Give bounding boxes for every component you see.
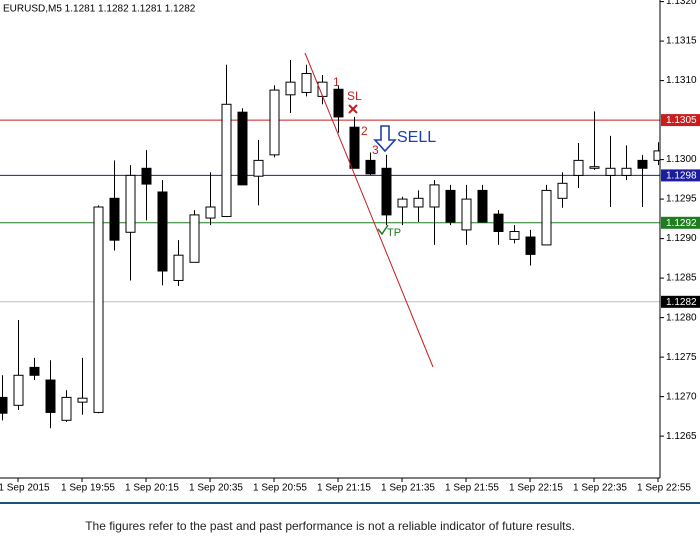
y-tick-label: 1.1310 [666, 75, 697, 86]
candle-body [141, 167, 152, 185]
candle-body [29, 366, 40, 376]
candle-body [605, 167, 616, 176]
disclaimer: The figures refer to the past and past p… [85, 519, 575, 533]
x-tick-label: 1 Sep 21:15 [317, 483, 371, 494]
y-tick-label: 1.1275 [666, 352, 697, 363]
candle-body [365, 159, 376, 175]
sell-arrow [373, 125, 397, 153]
stop-loss-mark [348, 104, 358, 114]
candle-body [557, 182, 568, 199]
candle-body [413, 197, 424, 208]
level-tag [661, 114, 700, 127]
candle-body [125, 174, 136, 233]
level-label: 1.1292 [666, 218, 697, 229]
candle-body [445, 189, 456, 223]
candle-body [269, 89, 280, 156]
x-tick-label: 1 Sep 21:55 [445, 483, 499, 494]
candle-body [477, 189, 488, 223]
candle-body [397, 198, 408, 208]
candle-body [61, 396, 72, 421]
candle-body [349, 126, 360, 169]
candle-body [573, 159, 584, 176]
candle-body [525, 236, 536, 255]
candle-body [493, 213, 504, 232]
candle-body [637, 159, 648, 169]
candle-body [653, 150, 660, 161]
candle-body [301, 72, 312, 93]
x-tick-label: 1 Sep 21:35 [381, 483, 435, 494]
x-tick-label: 1 Sep 20:35 [189, 483, 243, 494]
candle-body [381, 167, 392, 216]
candle-body [509, 230, 520, 240]
take-profit-label: TP [387, 227, 401, 239]
x-tick-label: 1 Sep 22:55 [637, 483, 691, 494]
x-tick-label: 1 Sep 22:35 [573, 483, 627, 494]
candle-body [461, 198, 472, 231]
y-tick-label: 1.1270 [666, 391, 697, 402]
y-tick-label: 1.1295 [666, 194, 697, 205]
candle-body [237, 111, 248, 186]
candle-body [621, 167, 632, 176]
candle-body [589, 166, 600, 169]
candle-body [189, 214, 200, 263]
y-tick-label: 1.1280 [666, 312, 697, 323]
candle-body [285, 81, 296, 96]
candle-body [13, 374, 24, 406]
step-label: 1 [333, 75, 340, 89]
y-tick-label: 1.1265 [666, 431, 697, 442]
level-label: 1.1305 [666, 115, 697, 126]
candle-body [93, 206, 104, 413]
candle-body [221, 103, 232, 217]
level-label: 1.1282 [666, 297, 697, 308]
y-tick-label: 1.1320 [666, 0, 697, 7]
candle-body [333, 88, 344, 118]
candle-body [77, 397, 88, 403]
level-label: 1.1298 [666, 171, 697, 182]
candle-body [173, 254, 184, 281]
plot-area [0, 60, 660, 429]
y-tick-label: 1.1290 [666, 233, 697, 244]
sell-label: SELL [397, 129, 436, 146]
x-tick-label: 1 Sep 20:15 [125, 483, 179, 494]
candle-body [205, 206, 216, 219]
candle-body [157, 191, 168, 272]
y-tick-label: 1.1285 [666, 273, 697, 284]
y-tick-label: 1.1315 [666, 36, 697, 47]
level-tag [661, 169, 700, 182]
candle-body [253, 159, 264, 177]
take-profit-mark [377, 224, 389, 236]
step-label: 3 [372, 143, 379, 157]
candle-body [109, 197, 120, 241]
candle-body [429, 184, 440, 208]
step-label: 2 [361, 124, 368, 138]
candle-body [45, 379, 56, 413]
x-tick-label: 1 Sep 2015 [0, 483, 50, 494]
candle-body [541, 189, 552, 246]
y-tick-label: 1.1300 [666, 154, 697, 165]
candle-body [0, 396, 8, 414]
stop-loss-label: SL [347, 89, 362, 103]
trend-line [304, 52, 434, 368]
x-tick-label: 1 Sep 20:55 [253, 483, 307, 494]
level-tag [661, 216, 700, 229]
x-tick-label: 1 Sep 22:15 [509, 483, 563, 494]
level-tag [661, 295, 700, 308]
chart-title: EURUSD,M5 1.1281 1.1282 1.1281 1.1282 [3, 4, 196, 15]
axes: 1.1320 1.1315 1.1310 1.1300 1.1295 1.1290 1.12… [0, 0, 700, 494]
x-tick-label: 1 Sep 19:55 [61, 483, 115, 494]
